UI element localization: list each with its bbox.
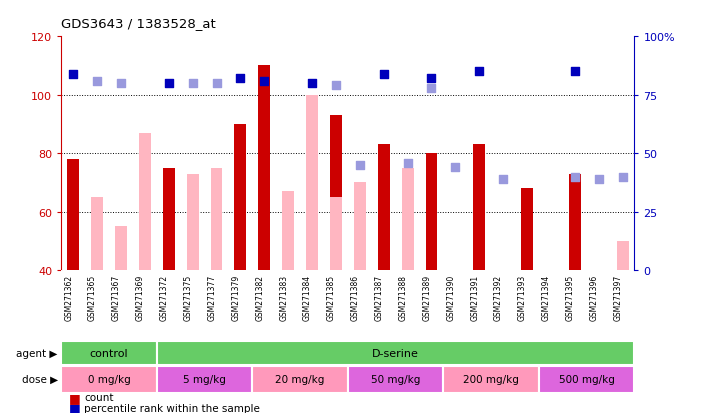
Bar bbox=[497, 271, 509, 309]
Text: 5 mg/kg: 5 mg/kg bbox=[183, 374, 226, 385]
Bar bbox=[187, 174, 198, 271]
Text: 200 mg/kg: 200 mg/kg bbox=[464, 374, 519, 385]
Bar bbox=[115, 227, 127, 271]
Point bbox=[92, 78, 103, 85]
Bar bbox=[443, 366, 539, 393]
Point bbox=[474, 69, 485, 76]
Text: GSM271386: GSM271386 bbox=[351, 274, 360, 320]
Text: 50 mg/kg: 50 mg/kg bbox=[371, 374, 420, 385]
Bar bbox=[139, 133, 151, 271]
Point bbox=[425, 76, 437, 83]
Text: GSM271377: GSM271377 bbox=[208, 274, 216, 320]
Bar bbox=[616, 241, 629, 271]
Point bbox=[259, 78, 270, 85]
Bar bbox=[425, 154, 438, 271]
Text: 500 mg/kg: 500 mg/kg bbox=[559, 374, 614, 385]
Point bbox=[616, 174, 628, 180]
Text: ■: ■ bbox=[68, 401, 80, 413]
Point bbox=[450, 164, 461, 171]
Text: GSM271390: GSM271390 bbox=[446, 274, 456, 320]
Text: GSM271372: GSM271372 bbox=[160, 274, 169, 320]
Text: agent ▶: agent ▶ bbox=[17, 348, 58, 358]
Point bbox=[330, 83, 342, 90]
Text: 20 mg/kg: 20 mg/kg bbox=[275, 374, 324, 385]
Point bbox=[378, 71, 389, 78]
Text: GSM271384: GSM271384 bbox=[303, 274, 312, 320]
Bar bbox=[234, 125, 247, 271]
Point bbox=[402, 160, 413, 166]
Bar bbox=[163, 169, 174, 271]
Text: GDS3643 / 1383528_at: GDS3643 / 1383528_at bbox=[61, 17, 216, 29]
Text: dose ▶: dose ▶ bbox=[22, 374, 58, 385]
Bar bbox=[473, 145, 485, 271]
Bar bbox=[330, 197, 342, 271]
Bar bbox=[282, 192, 294, 271]
Point bbox=[163, 81, 174, 87]
Point bbox=[234, 76, 246, 83]
Bar bbox=[157, 366, 252, 393]
Bar bbox=[258, 66, 270, 271]
Text: GSM271397: GSM271397 bbox=[614, 274, 622, 320]
Point bbox=[115, 81, 127, 87]
Text: GSM271369: GSM271369 bbox=[136, 274, 145, 320]
Point bbox=[497, 176, 509, 183]
Text: D-serine: D-serine bbox=[372, 348, 419, 358]
Text: GSM271394: GSM271394 bbox=[542, 274, 551, 320]
Bar bbox=[157, 341, 634, 365]
Point bbox=[211, 81, 222, 87]
Text: ■: ■ bbox=[68, 412, 80, 413]
Text: control: control bbox=[89, 348, 128, 358]
Text: GSM271375: GSM271375 bbox=[184, 274, 193, 320]
Text: 0 mg/kg: 0 mg/kg bbox=[88, 374, 131, 385]
Bar bbox=[330, 116, 342, 271]
Bar bbox=[67, 160, 79, 271]
Text: GSM271365: GSM271365 bbox=[88, 274, 97, 320]
Bar bbox=[354, 183, 366, 271]
Text: GSM271391: GSM271391 bbox=[470, 274, 479, 320]
Bar bbox=[521, 189, 533, 271]
Text: GSM271387: GSM271387 bbox=[375, 274, 384, 320]
Text: percentile rank within the sample: percentile rank within the sample bbox=[84, 403, 260, 413]
Bar bbox=[252, 366, 348, 393]
Bar bbox=[61, 341, 157, 365]
Point bbox=[354, 162, 366, 169]
Point bbox=[187, 81, 198, 87]
Bar bbox=[378, 145, 389, 271]
Bar bbox=[569, 174, 580, 271]
Bar bbox=[306, 95, 318, 271]
Point bbox=[593, 176, 604, 183]
Bar bbox=[61, 366, 157, 393]
Text: GSM271395: GSM271395 bbox=[566, 274, 575, 320]
Text: GSM271393: GSM271393 bbox=[518, 274, 527, 320]
Bar bbox=[402, 169, 414, 271]
Bar bbox=[348, 366, 443, 393]
Point bbox=[306, 81, 318, 87]
Point bbox=[569, 69, 580, 76]
Text: count: count bbox=[84, 392, 114, 402]
Text: GSM271392: GSM271392 bbox=[494, 274, 503, 320]
Bar bbox=[91, 197, 103, 271]
Text: GSM271382: GSM271382 bbox=[255, 274, 265, 320]
Text: GSM271396: GSM271396 bbox=[590, 274, 598, 320]
Point bbox=[425, 85, 437, 92]
Text: GSM271383: GSM271383 bbox=[279, 274, 288, 320]
Text: GSM271389: GSM271389 bbox=[423, 274, 431, 320]
Bar bbox=[449, 271, 461, 323]
Text: GSM271367: GSM271367 bbox=[112, 274, 121, 320]
Point bbox=[68, 71, 79, 78]
Point bbox=[569, 174, 580, 180]
Bar bbox=[211, 169, 223, 271]
Text: GSM271385: GSM271385 bbox=[327, 274, 336, 320]
Text: GSM271362: GSM271362 bbox=[64, 274, 74, 320]
Text: GSM271379: GSM271379 bbox=[231, 274, 240, 320]
Text: GSM271388: GSM271388 bbox=[399, 274, 407, 320]
Bar bbox=[539, 366, 634, 393]
Text: ■: ■ bbox=[68, 391, 80, 404]
